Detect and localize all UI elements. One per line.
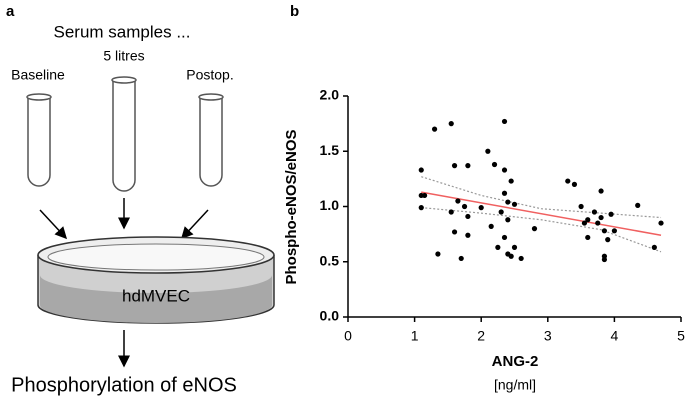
dish-label: hdMVEC [122, 286, 190, 305]
diagram-title: Serum samples ... [54, 22, 191, 41]
point [478, 205, 484, 211]
point [505, 217, 511, 223]
point [531, 226, 538, 232]
point [501, 190, 508, 196]
point [518, 255, 524, 262]
point [581, 220, 588, 226]
point [458, 255, 464, 262]
point [508, 253, 514, 259]
point [601, 228, 608, 234]
y-axis-title: Phospho-eNOS/eNOS [283, 129, 300, 284]
point [611, 228, 618, 234]
point [578, 203, 584, 210]
y-tick-label: 0.0 [320, 308, 340, 324]
point [491, 161, 498, 168]
point [511, 244, 518, 250]
point [465, 163, 471, 169]
point [435, 251, 441, 257]
point [485, 148, 491, 154]
x-tick-label: 4 [611, 328, 619, 344]
point [431, 126, 438, 132]
x-axis-unit: [ng/ml] [494, 377, 536, 393]
y-tick-label: 1.0 [320, 197, 340, 213]
x-tick-label: 0 [344, 328, 352, 344]
point [465, 232, 471, 238]
y-tick-label: 2.0 [320, 87, 340, 103]
y-tick-label: 1.5 [320, 142, 340, 158]
point [418, 167, 424, 173]
y-tick-label: 0.5 [320, 252, 340, 268]
x-tick-label: 1 [411, 328, 419, 344]
point [451, 163, 458, 169]
point [488, 223, 494, 229]
confidence-band [421, 176, 662, 219]
point [595, 220, 601, 226]
point [511, 201, 518, 207]
point [448, 209, 454, 215]
x-axis-title: ANG-2 [492, 353, 539, 370]
tube-label: Postop. [186, 67, 233, 83]
tubes [26, 76, 224, 192]
regression-line [421, 191, 662, 236]
point [455, 198, 461, 204]
x-tick-label: 3 [544, 328, 552, 344]
point [418, 205, 424, 211]
arrows [39, 198, 209, 368]
confidence-band [421, 207, 662, 253]
x-tick-label: 2 [477, 328, 485, 344]
point [585, 217, 591, 223]
point [635, 202, 641, 208]
dish [37, 236, 275, 324]
point [651, 244, 657, 250]
result-label: Phosphorylation of eNOS [11, 374, 237, 396]
point [608, 211, 614, 217]
point [565, 178, 571, 184]
point [451, 229, 458, 235]
panel-label: a [6, 3, 15, 20]
tube-label: Baseline [11, 67, 65, 83]
point [495, 244, 501, 250]
point [448, 121, 454, 127]
point [591, 209, 598, 215]
point [461, 203, 468, 210]
tube-label: 5 litres [103, 48, 144, 64]
panel-label: b [290, 3, 299, 20]
point [501, 234, 508, 241]
point [505, 199, 511, 205]
point [501, 167, 508, 173]
point [498, 209, 504, 215]
x-tick-label: 5 [677, 328, 685, 344]
point [598, 214, 604, 221]
point [605, 237, 611, 243]
point [501, 118, 508, 125]
point [658, 220, 664, 226]
point [598, 188, 604, 194]
point [421, 192, 428, 199]
point [465, 213, 471, 220]
point [585, 234, 591, 241]
point [601, 256, 608, 263]
point [508, 178, 514, 184]
point [571, 181, 578, 187]
